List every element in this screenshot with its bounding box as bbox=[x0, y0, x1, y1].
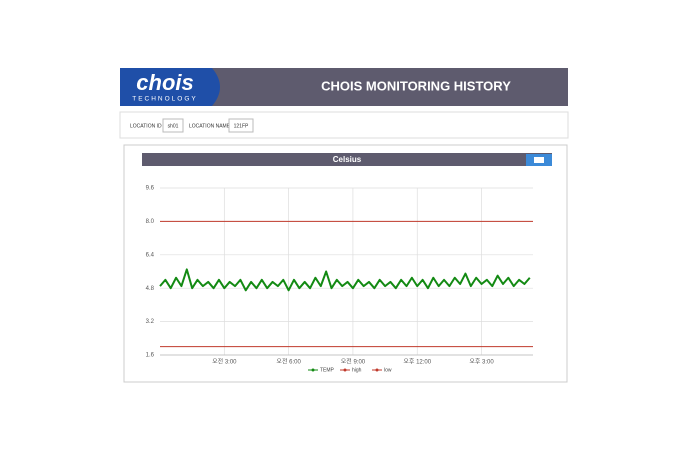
chart-panel bbox=[123, 144, 568, 383]
y-tick-label: 6.4 bbox=[146, 252, 155, 258]
x-tick-label: 오전 9:00 bbox=[341, 358, 366, 366]
field-value: sh01 bbox=[168, 123, 179, 129]
y-tick-label: 8.0 bbox=[146, 219, 155, 225]
legend-label: TEMP bbox=[320, 367, 335, 373]
logo: chois bbox=[136, 70, 193, 95]
y-tick-label: 9.6 bbox=[146, 186, 155, 192]
y-tick-label: 4.8 bbox=[146, 286, 155, 292]
plot: 1.6 3.2 4.8 6.4 8.0 9.6 오전 3:00 오전 6:00 오전 9:00 오… bbox=[146, 186, 533, 373]
x-tick-label: 오전 3:00 bbox=[212, 358, 237, 366]
y-tick-label: 1.6 bbox=[146, 353, 155, 359]
x-tick-label: 오전 6:00 bbox=[276, 358, 301, 366]
legend-marker bbox=[343, 368, 347, 372]
legend-label: low bbox=[384, 367, 392, 373]
field-box bbox=[228, 118, 254, 133]
logo-sub: TECHNOLOGY bbox=[132, 96, 198, 103]
y-tick-label: 3.2 bbox=[146, 319, 155, 325]
legend-marker bbox=[375, 368, 379, 372]
field-label: LOCATION ID bbox=[130, 123, 162, 129]
print-button[interactable] bbox=[526, 154, 552, 166]
print-icon[interactable] bbox=[534, 157, 544, 163]
field-value: 121FP bbox=[234, 123, 249, 129]
x-tick-label: 오후 12:00 bbox=[403, 358, 431, 366]
logo-bg bbox=[120, 68, 220, 106]
chart-title-bar bbox=[142, 153, 552, 166]
info-row bbox=[119, 111, 569, 139]
chart-title: Celsius bbox=[333, 155, 362, 164]
series-line bbox=[159, 268, 531, 292]
header-title: CHOIS MONITORING HISTORY bbox=[321, 78, 511, 93]
x-tick-label: 오후 3:00 bbox=[469, 358, 494, 366]
field-label: LOCATION NAME bbox=[189, 123, 231, 129]
field-box bbox=[162, 118, 184, 133]
legend-marker bbox=[311, 368, 315, 372]
legend-label: high bbox=[352, 367, 362, 373]
